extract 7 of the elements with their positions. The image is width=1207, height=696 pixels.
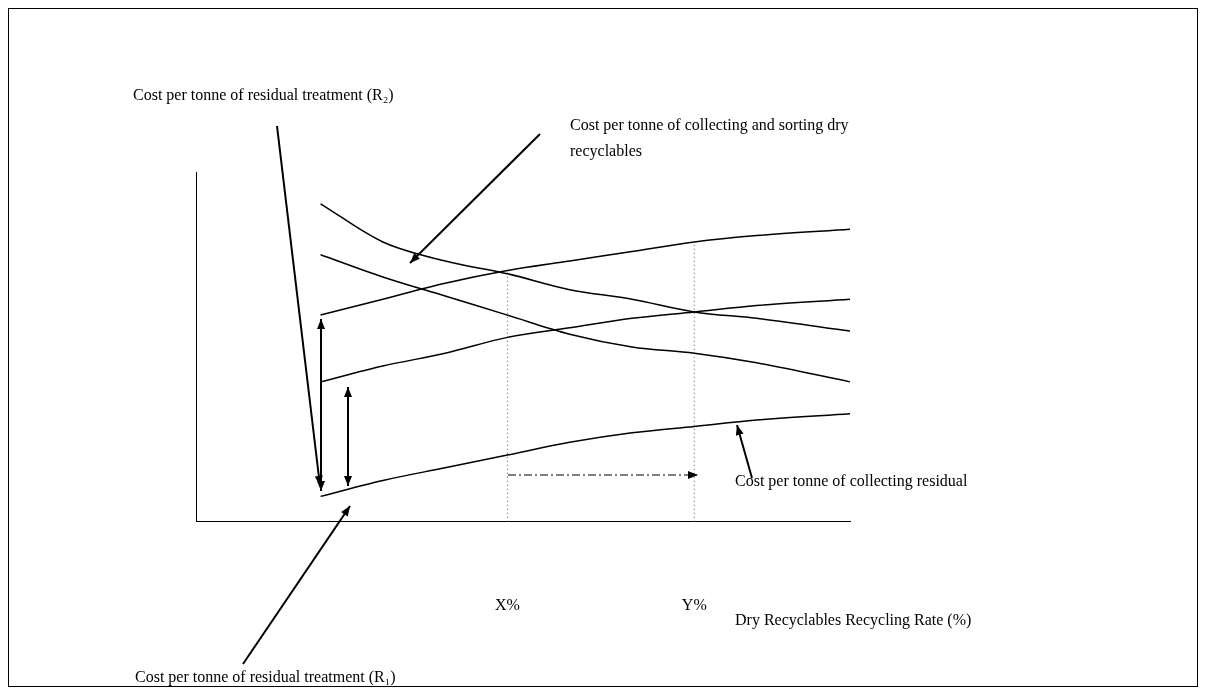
text: Cost per tonne of residual treatment (R₁) bbox=[135, 668, 396, 686]
annotation: Cost per tonne of collecting residual bbox=[735, 472, 968, 490]
text: Cost per tonne of collecting and sorting dry recyclables bbox=[570, 116, 849, 160]
text: Cost per tonne of residual treatment (R₂) bbox=[133, 86, 394, 104]
x-tick-label: X% bbox=[494, 595, 520, 613]
x-tick-label: Y% bbox=[681, 595, 707, 613]
text: Dry Recyclables Recycling Rate (%) bbox=[735, 611, 972, 629]
